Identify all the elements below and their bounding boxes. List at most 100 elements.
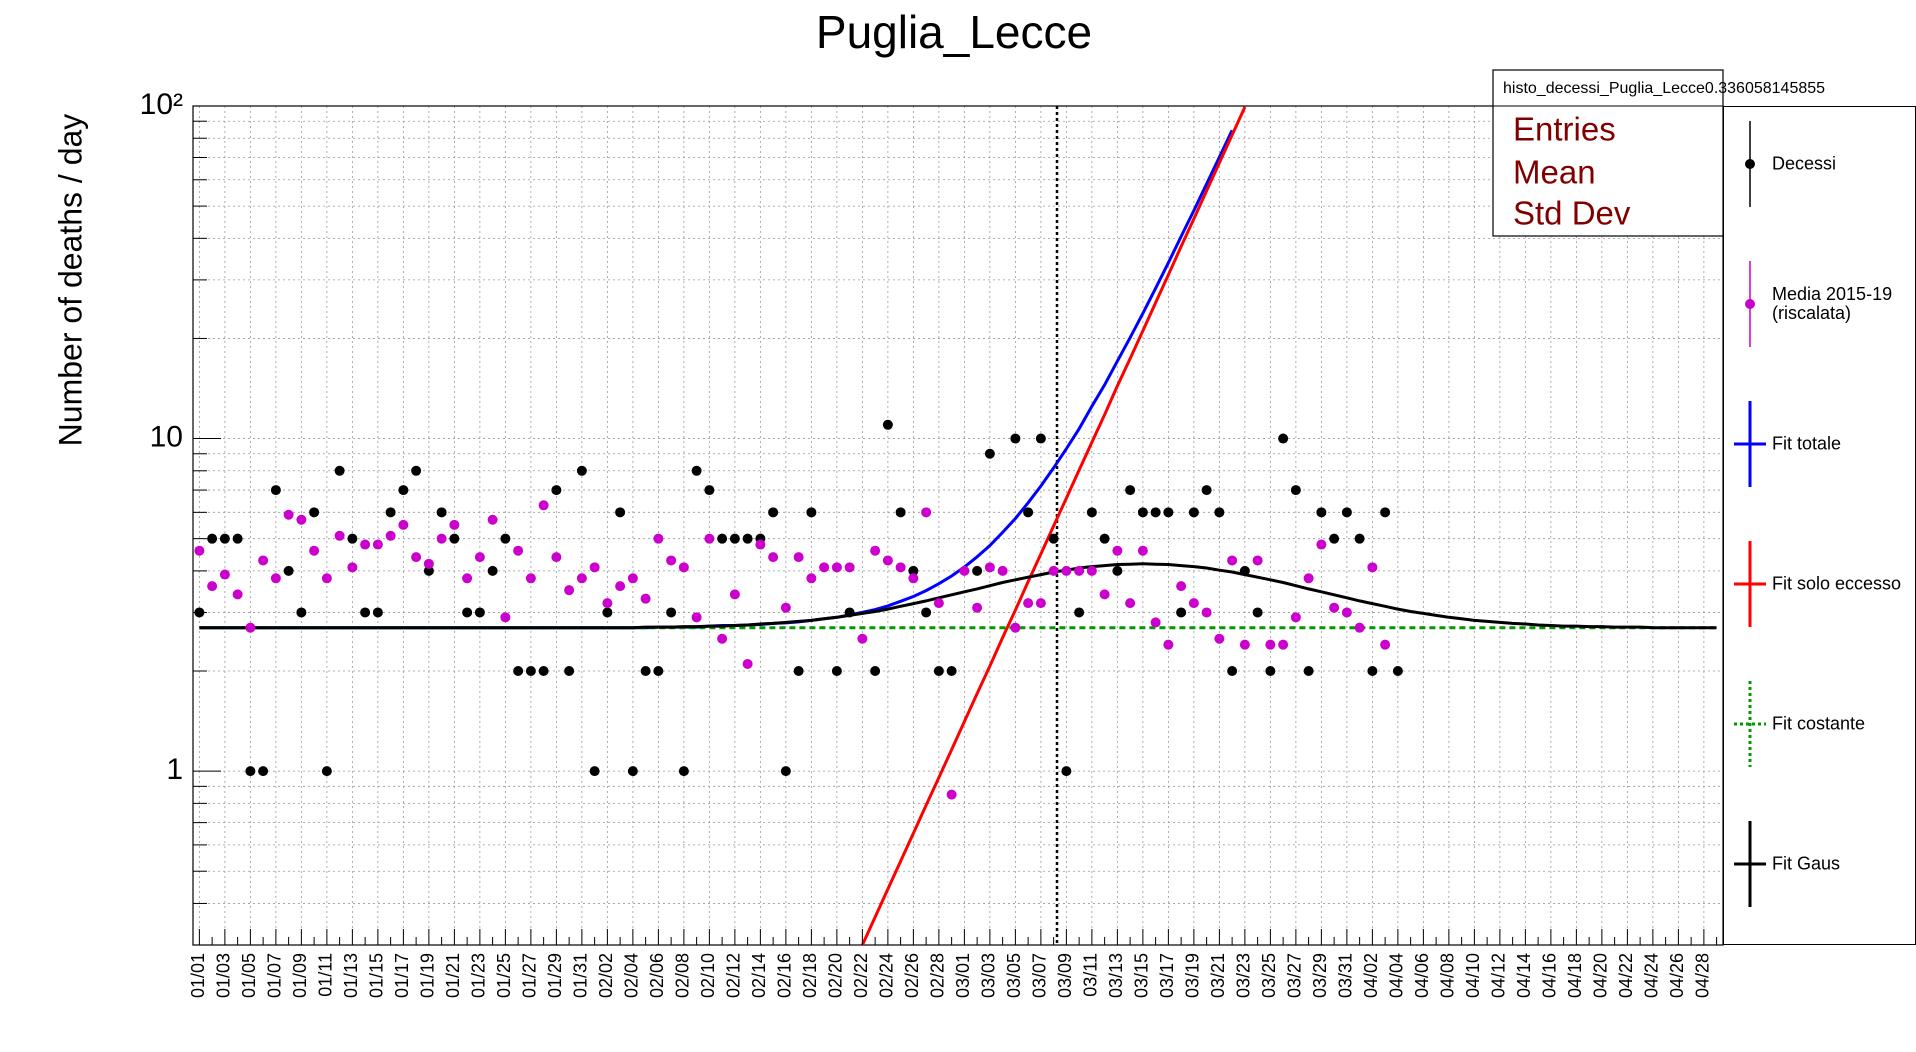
x-tick-label: 02/26 [902,953,922,998]
x-tick-label: 03/01 [953,953,973,998]
x-tick-label: 01/25 [494,953,514,998]
x-tick-label: 03/07 [1030,953,1050,998]
x-tick-label: 02/14 [749,953,769,998]
data-point [1163,639,1174,650]
x-tick-label: 01/09 [290,953,310,998]
data-point [1137,507,1148,518]
x-tick-label: 01/27 [520,953,540,998]
x-tick-label: 03/13 [1106,953,1126,998]
data-point [411,465,422,476]
data-point [742,533,753,544]
data-point [857,633,868,644]
x-tick-label: 03/15 [1132,953,1152,998]
legend-label: Media 2015-19 (riscalata) [1772,284,1893,323]
data-point [525,666,536,677]
data-point [296,607,307,618]
data-point [933,666,944,677]
data-point [589,766,600,777]
data-point [219,533,230,544]
data-point [1176,581,1187,592]
legend-swatch-dot [1745,299,1755,309]
data-point [1201,607,1212,618]
data-point [551,552,562,563]
legend-swatch [1734,681,1766,767]
data-point [487,514,498,525]
data-point [372,539,383,550]
data-point [882,419,893,430]
data-point [538,666,549,677]
x-tick-label: 02/10 [698,953,718,998]
x-tick-label: 04/10 [1463,953,1483,998]
data-point [717,633,728,644]
data-point [678,766,689,777]
x-tick-label: 04/12 [1489,953,1509,998]
data-point [997,565,1008,576]
data-point [1265,666,1276,677]
stats-title: histo_decessi_Puglia_Lecce0.336058145855 [1503,80,1825,97]
data-point [334,465,345,476]
data-point [1252,607,1263,618]
x-tick-label: 02/24 [877,953,897,998]
x-tick-label: 04/24 [1642,953,1662,998]
x-tick-label: 04/18 [1565,953,1585,998]
y-tick-label: 1 [166,753,183,786]
x-tick-label: 02/16 [775,953,795,998]
legend-swatch [1745,261,1755,347]
data-point [1010,622,1021,633]
data-point [474,607,485,618]
data-point [321,766,332,777]
data-point [793,666,804,677]
x-tick-label: 03/31 [1336,953,1356,998]
data-point [921,507,932,518]
data-point [972,602,983,613]
data-point [576,465,587,476]
data-point [946,666,957,677]
data-point [309,507,320,518]
legend-item: Fit totale [1724,389,1915,499]
data-point [423,558,434,569]
x-tick-label: 02/04 [622,953,642,998]
data-point [258,766,269,777]
data-point [768,507,779,518]
plot-area [194,106,1717,945]
data-point [793,552,804,563]
x-tick-label: 03/09 [1055,953,1075,998]
legend-swatch [1745,121,1755,207]
data-point [436,507,447,518]
x-tick-label: 04/06 [1412,953,1432,998]
x-tick-label: 03/23 [1234,953,1254,998]
data-point [1163,507,1174,518]
data-point [972,565,983,576]
y-tick-label: 10 [150,420,183,453]
data-point [270,573,281,584]
data-point [780,602,791,613]
data-point [1239,565,1250,576]
data-point [831,666,842,677]
data-point [882,555,893,566]
data-point [780,766,791,777]
x-tick-label: 01/05 [239,953,259,998]
data-point [933,598,944,609]
x-tick-label: 03/17 [1157,953,1177,998]
data-point [232,589,243,600]
data-point [806,507,817,518]
x-tick-label: 01/15 [367,953,387,998]
x-tick-label: 03/21 [1208,953,1228,998]
data-point [704,533,715,544]
grid [193,105,1723,946]
data-point [844,607,855,618]
y-tick-label: 10² [140,88,183,121]
data-point [1099,589,1110,600]
x-tick-label: 04/08 [1438,953,1458,998]
x-tick-label: 01/31 [571,953,591,998]
x-tick-label: 02/02 [596,953,616,998]
data-point [1150,507,1161,518]
data-point [640,666,651,677]
data-point [449,533,460,544]
data-point [717,533,728,544]
x-tick-label: 03/29 [1310,953,1330,998]
x-tick-label: 01/01 [188,953,208,998]
data-point [1367,666,1378,677]
data-point [513,545,524,556]
